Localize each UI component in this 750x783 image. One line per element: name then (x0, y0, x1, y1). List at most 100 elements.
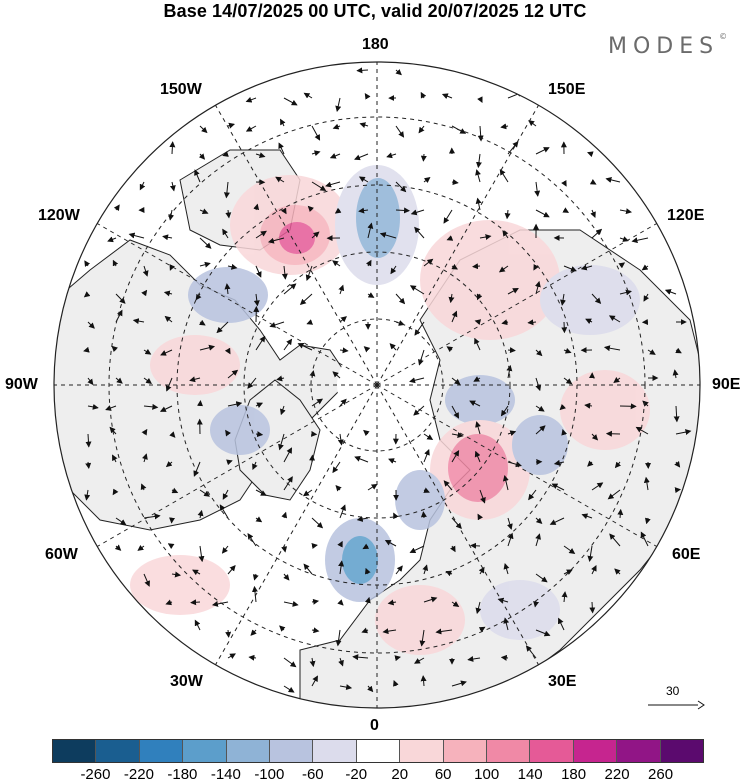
wind-vector-arrow (337, 433, 344, 446)
wind-vector-arrow (474, 319, 482, 325)
wind-vector-arrow (219, 504, 229, 519)
wind-vector-arrow (199, 489, 210, 497)
wind-vector-arrow (85, 461, 92, 470)
meridian-line (376, 384, 657, 547)
wind-vector-arrow (169, 181, 176, 192)
wind-vector-arrow (472, 263, 481, 270)
meridian-line (376, 384, 539, 665)
wind-vector-arrow (619, 289, 632, 296)
wind-vector-arrow (501, 319, 509, 326)
wind-vector-arrow (409, 545, 425, 554)
wind-vector-arrow (280, 118, 286, 127)
wind-vector-arrow (478, 626, 486, 633)
colorbar (52, 739, 704, 763)
wind-vector-arrow (311, 543, 318, 549)
wind-vector-arrow (305, 265, 313, 281)
wind-vector-arrow (252, 573, 259, 581)
colorbar-tick-label: -180 (167, 766, 198, 783)
wind-vector-arrow (303, 563, 313, 575)
colorbar-swatch (270, 740, 314, 762)
wind-vector-arrow (248, 654, 257, 661)
wind-vector-arrow (420, 675, 427, 687)
latitude-circle (243, 251, 511, 519)
map-title: Base 14/07/2025 00 UTC, valid 20/07/2025… (163, 1, 587, 21)
wind-vector-arrow (140, 483, 147, 491)
wind-vector-arrow (142, 453, 148, 463)
wind-vector-arrow (641, 264, 649, 271)
wind-vector-arrow (171, 571, 182, 578)
wind-vector-arrow (115, 293, 126, 304)
wind-vector-arrow (141, 428, 148, 436)
wind-vector-arrow (275, 176, 285, 183)
wind-vector-arrow (283, 283, 297, 295)
wind-vector-arrow (278, 433, 285, 451)
anomaly-negative (356, 178, 400, 258)
wind-vector-arrow (195, 293, 202, 301)
wind-vector-arrow (477, 513, 484, 521)
wind-vector-arrow (535, 517, 543, 524)
wind-vector-arrow (143, 348, 152, 355)
lon-label-150w: 150W (160, 81, 202, 98)
wind-vector-arrow (211, 600, 229, 607)
lon-label-150e: 150E (548, 81, 586, 98)
wind-vector-arrow (527, 319, 537, 326)
wind-vector-arrow (528, 120, 537, 127)
wind-vector-arrow (112, 259, 119, 267)
meridian-line (97, 384, 378, 547)
wind-vector-arrow (563, 347, 572, 354)
wind-vector-arrow (169, 264, 176, 271)
wind-vector-arrow (112, 488, 119, 496)
wind-vector-arrow (199, 208, 209, 215)
wind-vector-arrow (159, 405, 173, 412)
wind-vector-arrow (500, 405, 509, 417)
colorbar-tick-label: 100 (474, 766, 500, 783)
wind-vector-arrow (325, 181, 341, 188)
lon-label-60w: 60W (45, 546, 78, 563)
wind-vector-arrow (581, 513, 593, 520)
colorbar-tick-label: 60 (434, 766, 452, 783)
wind-vector-arrow (222, 489, 229, 500)
wind-vector-arrow (535, 629, 551, 637)
wind-vector-arrow (162, 234, 173, 241)
wind-vector-arrow (302, 489, 313, 497)
wind-vector-arrow (269, 321, 285, 328)
wind-vector-arrow (673, 405, 680, 423)
wind-vector-arrow (311, 231, 320, 239)
wind-vector-arrow (329, 153, 341, 159)
wind-vectors (83, 67, 692, 693)
wind-vector-arrow (356, 516, 369, 522)
anomaly-negative (188, 267, 268, 323)
wind-vector-arrow (534, 181, 541, 197)
wind-vector-arrow (198, 545, 205, 563)
wind-vector-arrow (362, 543, 370, 550)
polar-map (53, 61, 701, 709)
wind-vector-arrow (450, 545, 456, 553)
wind-vector-arrow (115, 377, 123, 384)
wind-vector-arrow (551, 483, 565, 491)
colorbar-swatch (96, 740, 140, 762)
meridian-line (97, 223, 378, 386)
wind-vector-arrow (167, 543, 175, 550)
wind-vector-arrow (245, 96, 257, 103)
wind-vector-arrow (255, 431, 264, 438)
wind-vector-arrow (674, 461, 681, 468)
wind-vector-arrow (591, 433, 599, 441)
lon-label-120w: 120W (38, 207, 80, 224)
colorbar-tick-label: -60 (301, 766, 324, 783)
wind-vector-arrow (227, 564, 236, 575)
wind-vector-arrow (535, 209, 550, 218)
wind-vector-arrow (563, 265, 577, 272)
wind-vector-arrow (591, 482, 604, 491)
wind-vector-arrow (423, 596, 438, 603)
wind-vector-arrow (507, 288, 519, 295)
wind-vector-arrow (394, 655, 401, 662)
wind-vector-arrow (395, 207, 411, 214)
wind-vector-arrow (451, 179, 459, 186)
wind-vector-arrow (334, 207, 342, 214)
wind-vector-arrow (419, 629, 426, 647)
colorbar-tick-label: -140 (210, 766, 241, 783)
wind-vector-arrow (503, 563, 510, 575)
wind-vector-arrow (395, 565, 403, 575)
lon-label-120e: 120E (667, 207, 705, 224)
wind-vector-arrow (446, 235, 454, 241)
